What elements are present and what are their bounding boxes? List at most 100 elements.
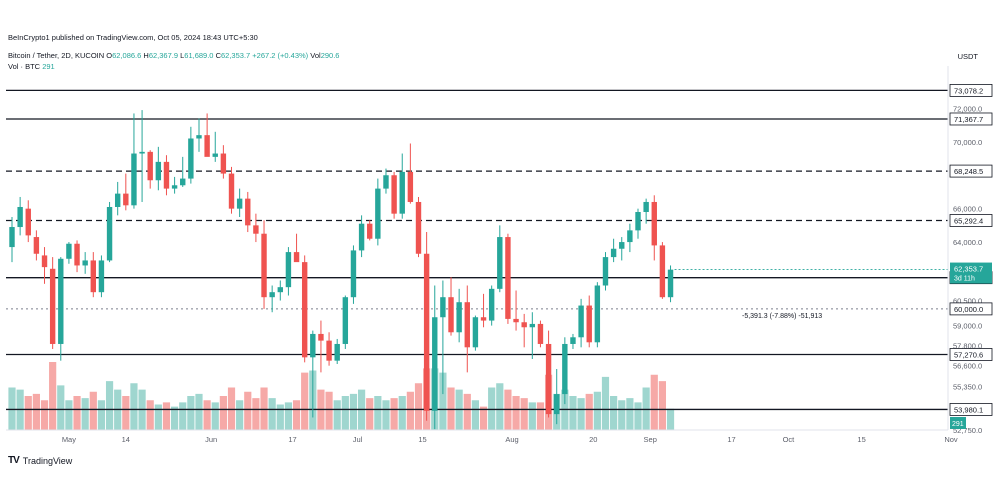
measure-annotation: -5,391.3 (-7.88%) -51,913 xyxy=(742,313,822,320)
y-tick-label: 70,000.0 xyxy=(953,138,982,147)
x-tick-label: 17 xyxy=(288,435,296,444)
currency-label[interactable]: USDT xyxy=(957,52,978,61)
volume-bar xyxy=(439,372,447,430)
close-value: 62,353.7 xyxy=(221,51,251,60)
volume-bar xyxy=(122,396,130,430)
publisher-line: BeInCrypto1 published on TradingView.com… xyxy=(8,33,258,42)
volume-bar xyxy=(333,400,341,430)
volume-bar xyxy=(236,400,244,430)
candle-body xyxy=(171,185,178,189)
level-label: 73,078.2 xyxy=(954,86,983,95)
candle-body xyxy=(212,153,218,157)
y-tick-label: 66,000.0 xyxy=(953,205,982,214)
candle-body xyxy=(578,305,584,338)
x-tick-label: 15 xyxy=(418,435,426,444)
candle-body xyxy=(350,250,357,298)
y-tick-label: 64,000.0 xyxy=(953,238,982,247)
x-tick-label: Nov xyxy=(944,435,958,444)
candle-body xyxy=(253,225,259,234)
volume-bar xyxy=(585,393,593,430)
candle-body xyxy=(41,255,48,268)
volume-bar xyxy=(268,398,276,430)
volume-bar xyxy=(203,400,211,430)
volume-bar xyxy=(89,391,97,430)
candle-body xyxy=(236,198,243,209)
volume-bar xyxy=(374,396,382,430)
volume-legend-label[interactable]: Vol · BTC xyxy=(8,62,41,71)
volume-bar xyxy=(187,396,195,430)
volume-bar xyxy=(97,400,106,430)
candle-body xyxy=(155,161,162,181)
volume-bar xyxy=(179,402,187,430)
candle-body xyxy=(448,297,454,333)
candle-body xyxy=(163,161,170,189)
volume-bar xyxy=(463,393,471,430)
symbol-name[interactable]: Bitcoin / Tether, 2D, KUCOIN xyxy=(8,51,105,60)
candle-body xyxy=(423,253,430,411)
candle-body xyxy=(301,262,308,358)
volume-bar xyxy=(154,404,162,430)
volume-bar xyxy=(8,387,16,430)
volume-bar xyxy=(211,402,219,430)
candle-body xyxy=(334,343,340,361)
candle-body xyxy=(196,135,202,139)
tradingview-name: TradingView xyxy=(22,455,73,466)
volume-bar xyxy=(650,374,658,430)
axes xyxy=(6,66,949,431)
candle-body xyxy=(261,233,267,298)
volume-bar xyxy=(366,398,374,430)
x-tick-label: 20 xyxy=(589,435,597,444)
x-tick-label: Jul xyxy=(353,435,363,444)
candle-body xyxy=(220,153,227,174)
volume-bar xyxy=(24,396,32,430)
volume-legend: Vol · BTC 291 xyxy=(8,62,55,71)
volume-bar xyxy=(284,402,293,430)
candle-body xyxy=(114,193,121,207)
volume-bar xyxy=(292,400,301,430)
candle-body xyxy=(25,208,31,236)
tradingview-branding[interactable]: TV TradingView xyxy=(8,455,72,466)
y-tick-label: 60,500.0 xyxy=(953,297,982,306)
volume-bar xyxy=(325,391,333,430)
candle-body xyxy=(635,211,641,231)
candle-body xyxy=(667,269,674,298)
candle-body xyxy=(627,230,633,243)
candle-body xyxy=(58,258,64,344)
candle-body xyxy=(204,135,210,157)
volume-bar xyxy=(390,398,398,430)
candle-body xyxy=(9,227,15,248)
candle-body xyxy=(456,302,462,333)
x-tick-label: 15 xyxy=(857,435,865,444)
last-price-label: 62,353.7 xyxy=(954,265,983,274)
volume-bar xyxy=(382,400,390,430)
volume-bar xyxy=(341,396,349,430)
volume-bar xyxy=(162,402,171,430)
candle-body xyxy=(586,305,592,343)
candle-body xyxy=(529,323,536,328)
volume-bar xyxy=(479,406,488,430)
candle-body xyxy=(513,318,519,323)
x-tick-label: May xyxy=(62,435,76,444)
level-label-box xyxy=(949,302,993,316)
volume-bar xyxy=(528,402,536,430)
volume-bar xyxy=(406,391,414,430)
candle-body xyxy=(383,175,389,189)
candle-body xyxy=(505,237,511,319)
candle-body xyxy=(82,260,88,266)
volume-bar xyxy=(634,402,642,430)
candle-body xyxy=(326,340,332,361)
candle-body xyxy=(570,337,576,344)
candle-body xyxy=(293,252,300,263)
volume-bar xyxy=(260,387,268,430)
candle-body xyxy=(188,138,194,179)
candle-body xyxy=(139,151,145,154)
candle-body xyxy=(537,323,544,344)
candle-body xyxy=(123,193,129,206)
level-label: 65,292.4 xyxy=(954,216,983,225)
candle-body xyxy=(562,343,568,395)
volume-bar xyxy=(658,381,666,430)
candle-body xyxy=(602,257,609,286)
volume-bar xyxy=(73,396,81,430)
tradingview-logo-icon: TV xyxy=(8,455,20,466)
